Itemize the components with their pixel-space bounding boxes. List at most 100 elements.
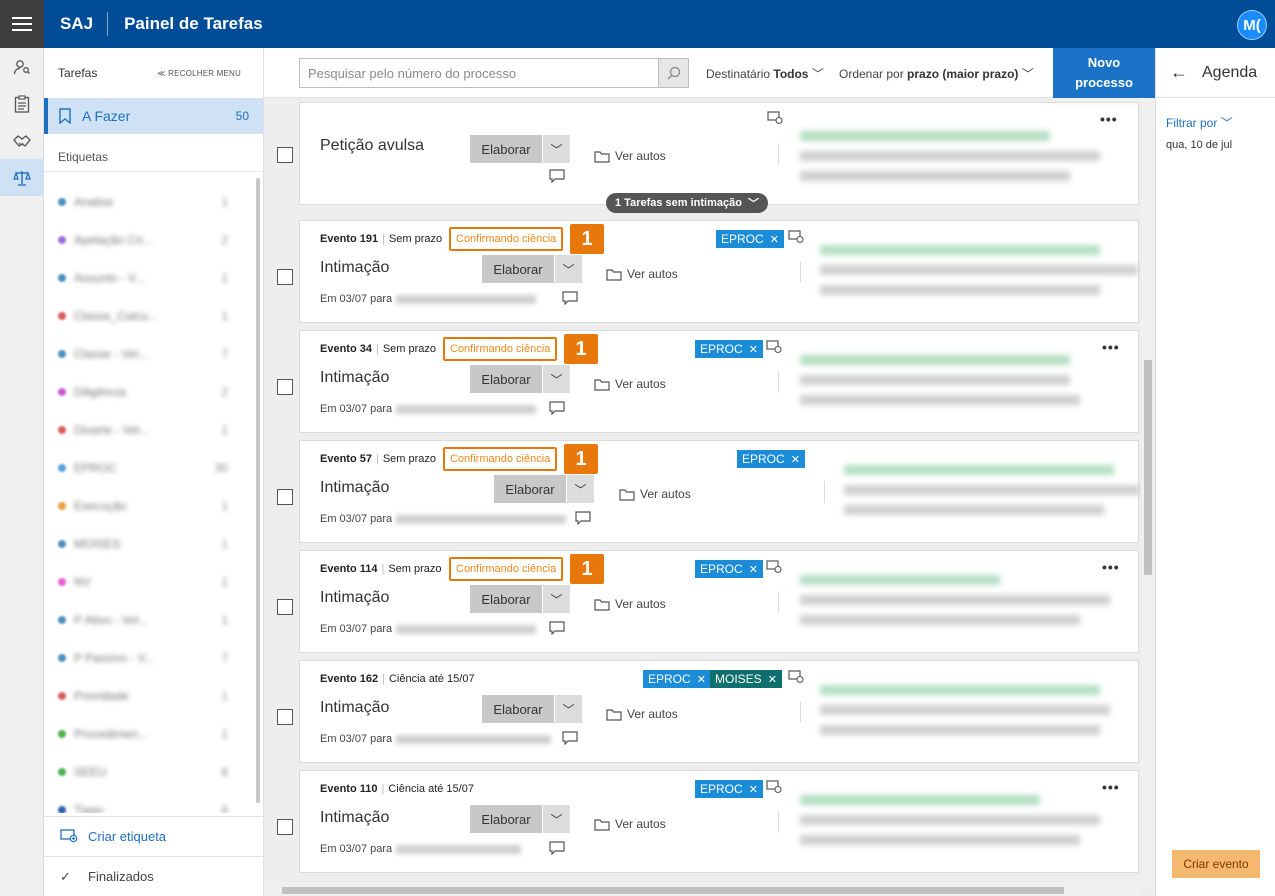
close-icon[interactable]: ✕ [748, 343, 758, 356]
elaborate-button[interactable]: Elaborar [470, 135, 542, 163]
close-icon[interactable]: ✕ [748, 563, 758, 576]
comment-icon[interactable] [562, 731, 578, 748]
tag-pill[interactable]: EPROC ✕ [716, 230, 784, 248]
view-records-link[interactable]: Ver autos [619, 487, 691, 501]
reminder-icon[interactable] [788, 230, 804, 247]
tag-item[interactable]: Classe_Calcu... 1 [44, 297, 256, 335]
task-checkbox[interactable] [277, 379, 293, 395]
task-checkbox[interactable] [277, 819, 293, 835]
avatar[interactable]: M( [1237, 10, 1267, 40]
tag-pill[interactable]: EPROC ✕ [737, 450, 805, 468]
order-filter[interactable]: Ordenar por prazo (maior prazo) ﹀ [839, 65, 1034, 82]
elaborate-dropdown[interactable]: ﹀ [542, 805, 570, 833]
reminder-icon[interactable] [767, 111, 783, 128]
comment-icon[interactable] [549, 169, 565, 186]
scales-icon[interactable] [0, 159, 44, 196]
back-arrow-icon[interactable]: ← [1170, 62, 1188, 82]
agenda-filter[interactable]: Filtrar por ﹀ [1166, 114, 1275, 131]
elaborate-dropdown[interactable]: ﹀ [554, 255, 582, 283]
clipboard-icon[interactable] [0, 85, 44, 122]
recipient-filter[interactable]: Destinatário Todos ﹀ [706, 65, 824, 82]
tag-pill[interactable]: EPROC ✕ [695, 340, 763, 358]
view-records-text: Ver autos [627, 267, 678, 281]
more-options-icon[interactable]: ••• [1100, 111, 1118, 127]
tag-pill[interactable]: EPROC ✕ [643, 670, 711, 688]
close-icon[interactable]: ✕ [748, 783, 758, 796]
view-records-link[interactable]: Ver autos [594, 149, 666, 163]
tag-pill[interactable]: MOISES ✕ [710, 670, 782, 688]
tag-item[interactable]: SEEU 8 [44, 753, 256, 791]
tag-item[interactable]: Analise 1 [44, 183, 256, 221]
sidebar-scrollbar[interactable] [256, 178, 260, 803]
tag-item[interactable]: EPROC 30 [44, 449, 256, 487]
new-process-button[interactable]: Novo processo [1053, 48, 1155, 98]
tag-item[interactable]: Diligência 2 [44, 373, 256, 411]
elaborate-button[interactable]: Elaborar [482, 255, 554, 283]
tag-item[interactable]: Procedimen... 1 [44, 715, 256, 753]
close-icon[interactable]: ✕ [767, 673, 777, 686]
search-button[interactable] [658, 58, 689, 88]
elaborate-dropdown[interactable]: ﹀ [566, 475, 594, 503]
elaborate-button[interactable]: Elaborar [482, 695, 554, 723]
tag-item[interactable]: MOISES 1 [44, 525, 256, 563]
task-checkbox[interactable] [277, 599, 293, 615]
tag-item[interactable]: NV 1 [44, 563, 256, 601]
task-checkbox[interactable] [277, 489, 293, 505]
close-icon[interactable]: ✕ [769, 233, 779, 246]
elaborate-button[interactable]: Elaborar [470, 805, 542, 833]
view-records-link[interactable]: Ver autos [606, 707, 678, 721]
view-records-link[interactable]: Ver autos [594, 817, 666, 831]
vertical-scrollbar[interactable] [1141, 98, 1155, 886]
tag-item[interactable]: P Ativo - Vel... 1 [44, 601, 256, 639]
without-notice-button[interactable]: 1 Tarefas sem intimação ﹀ [606, 193, 768, 213]
finished-tasks-link[interactable]: ✓ Finalizados [44, 856, 264, 896]
tag-item[interactable]: Tiago 6 [44, 791, 256, 813]
comment-icon[interactable] [549, 401, 565, 418]
elaborate-dropdown[interactable]: ﹀ [554, 695, 582, 723]
create-label-button[interactable]: Criar etiqueta [44, 816, 264, 856]
view-records-link[interactable]: Ver autos [594, 377, 666, 391]
tag-item[interactable]: P Passivo - V... 7 [44, 639, 256, 677]
reminder-icon[interactable] [766, 340, 782, 357]
more-options-icon[interactable]: ••• [1102, 339, 1120, 355]
tag-item[interactable]: Assunto - V... 1 [44, 259, 256, 297]
comment-icon[interactable] [549, 621, 565, 638]
create-event-button[interactable]: Criar evento [1172, 850, 1260, 878]
horizontal-scrollbar[interactable] [264, 884, 1141, 896]
search-input[interactable] [300, 59, 658, 87]
tag-item[interactable]: Apelação Cri... 2 [44, 221, 256, 259]
brand-logo: SAJ [60, 12, 109, 36]
elaborate-dropdown[interactable]: ﹀ [542, 585, 570, 613]
comment-icon[interactable] [549, 841, 565, 858]
tag-item[interactable]: Execução 1 [44, 487, 256, 525]
tag-pill[interactable]: EPROC ✕ [695, 780, 763, 798]
collapse-menu-button[interactable]: ≪ RECOLHER MENU [157, 68, 241, 78]
elaborate-button[interactable]: Elaborar [470, 585, 542, 613]
comment-icon[interactable] [575, 511, 591, 528]
close-icon[interactable]: ✕ [790, 453, 800, 466]
tag-item[interactable]: Prioridade 1 [44, 677, 256, 715]
tag-pill[interactable]: EPROC ✕ [695, 560, 763, 578]
elaborate-dropdown[interactable]: ﹀ [542, 365, 570, 393]
view-records-link[interactable]: Ver autos [606, 267, 678, 281]
tag-item[interactable]: Classe - Vel... 7 [44, 335, 256, 373]
reminder-icon[interactable] [766, 780, 782, 797]
handshake-icon[interactable] [0, 122, 44, 159]
more-options-icon[interactable]: ••• [1102, 779, 1120, 795]
comment-icon[interactable] [562, 291, 578, 308]
task-checkbox[interactable] [277, 269, 293, 285]
tag-item[interactable]: Divarte - Vel... 1 [44, 411, 256, 449]
elaborate-button[interactable]: Elaborar [470, 365, 542, 393]
task-checkbox[interactable] [277, 147, 293, 163]
reminder-icon[interactable] [766, 560, 782, 577]
more-options-icon[interactable]: ••• [1102, 559, 1120, 575]
view-records-link[interactable]: Ver autos [594, 597, 666, 611]
user-search-icon[interactable] [0, 48, 44, 85]
reminder-icon[interactable] [788, 670, 804, 687]
menu-icon[interactable] [0, 0, 44, 48]
task-checkbox[interactable] [277, 709, 293, 725]
elaborate-button[interactable]: Elaborar [494, 475, 566, 503]
close-icon[interactable]: ✕ [696, 673, 706, 686]
sidebar-item-todo[interactable]: A Fazer 50 [44, 98, 263, 134]
elaborate-dropdown[interactable]: ﹀ [542, 135, 570, 163]
